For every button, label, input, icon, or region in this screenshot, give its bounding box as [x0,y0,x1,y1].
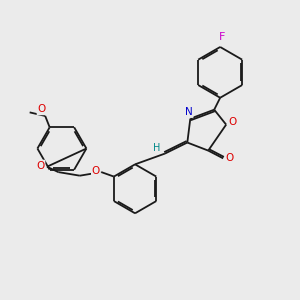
Text: O: O [226,153,234,164]
Text: O: O [92,166,100,176]
Text: N: N [185,107,193,117]
Text: O: O [229,117,237,127]
Text: O: O [36,160,44,170]
Text: O: O [38,104,46,114]
Text: F: F [219,32,226,42]
Text: H: H [153,142,160,153]
